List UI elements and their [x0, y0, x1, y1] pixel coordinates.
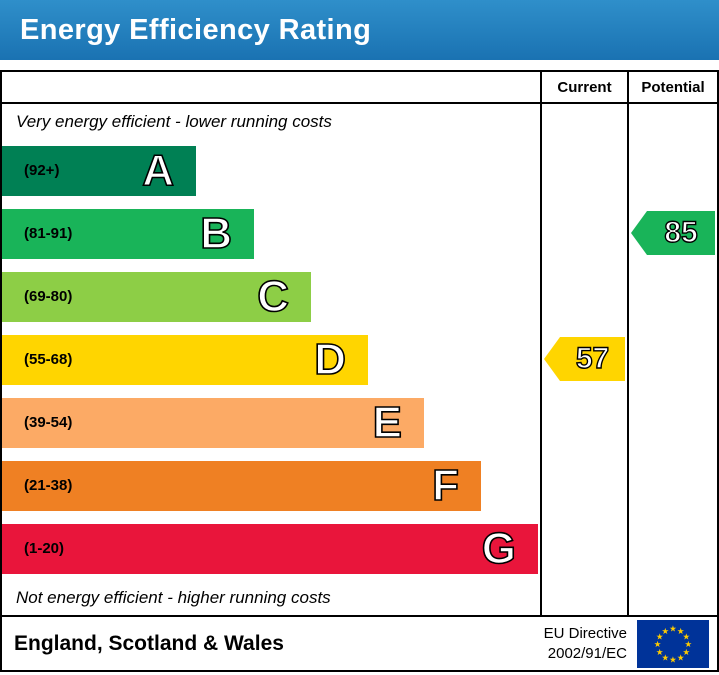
footer: England, Scotland & Wales EU Directive 2… [2, 615, 717, 670]
band-letter-label: G [481, 523, 517, 573]
potential-rating-pointer: 85 [631, 211, 715, 255]
band-row-a: (92+) A [2, 139, 717, 202]
band-letter-label: C [256, 271, 289, 321]
band-letter-label: B [199, 208, 232, 258]
band-range-label: (55-68) [24, 351, 73, 368]
header-spacer [2, 72, 540, 102]
svg-text:★: ★ [661, 652, 669, 662]
band-range-label: (69-80) [24, 288, 73, 305]
svg-text:★: ★ [682, 631, 690, 641]
band-bar-g: (1-20) G [2, 523, 538, 574]
eu-directive-line1: EU Directive [543, 625, 627, 642]
page-title: Energy Efficiency Rating [20, 13, 372, 46]
svg-text:★: ★ [654, 639, 662, 649]
region-label: England, Scotland & Wales [14, 631, 284, 655]
svg-text:★: ★ [669, 623, 677, 633]
band-range-label: (39-54) [24, 414, 73, 431]
band-bar-a: (92+) A [2, 145, 196, 196]
band-row-g: (1-20) G [2, 517, 717, 580]
eu-flag-icon: ★ ★★★★★★★★★★★ [637, 619, 709, 668]
bottom-note: Not energy efficient - higher running co… [16, 587, 331, 607]
top-note: Very energy efficient - lower running co… [16, 111, 332, 131]
band-range-label: (81-91) [24, 225, 73, 242]
band-letter-label: D [313, 334, 346, 384]
current-rating-value: 57 [575, 341, 610, 375]
svg-text:★: ★ [669, 654, 677, 664]
band-letter-label: E [372, 397, 403, 447]
current-column-header: Current [540, 72, 627, 102]
current-column-divider [540, 104, 542, 615]
eu-flag-field [637, 619, 709, 668]
potential-rating-value: 85 [664, 215, 699, 249]
band-bar-b: (81-91) B [2, 208, 254, 259]
band-letter-label: A [141, 145, 174, 195]
svg-text:★: ★ [656, 646, 664, 656]
band-row-b: (81-91) B [2, 202, 717, 265]
band-letter-label: F [431, 460, 459, 510]
svg-text:★: ★ [661, 625, 669, 635]
band-range-label: (92+) [24, 162, 60, 179]
band-bar-d: (55-68) D [2, 334, 368, 385]
eu-directive-label: EU Directive 2002/91/EC [544, 624, 627, 663]
svg-text:★: ★ [677, 652, 685, 662]
band-row-c: (69-80) C [2, 265, 717, 328]
potential-column-header: Potential [627, 72, 717, 102]
eu-directive-line2: 2002/91/EC [547, 644, 627, 662]
title-bar: Energy Efficiency Rating [0, 0, 719, 60]
band-row-f: (21-38) F [2, 454, 717, 517]
svg-text:★: ★ [684, 639, 692, 649]
rating-panel: Current Potential Very energy efficient … [0, 70, 719, 672]
band-row-e: (39-54) E [2, 391, 717, 454]
band-bar-f: (21-38) F [2, 460, 481, 511]
eu-flag-stars: ★ ★★★★★★★★★★★ [654, 623, 693, 664]
band-bar-e: (39-54) E [2, 397, 424, 448]
footer-right: EU Directive 2002/91/EC ★ ★ ★ ★ ★ ★ ★ ★ ★ ★ ★ ★ [544, 619, 709, 668]
current-rating-pointer: 57 [544, 337, 625, 381]
svg-text:★: ★ [677, 625, 685, 635]
svg-text:★: ★ [656, 631, 664, 641]
band-row-d: (55-68) D [2, 328, 717, 391]
bands: (92+) A (81-91) B (69-80) C (55-68) D (39-54) E (2… [2, 139, 717, 580]
potential-column-divider [627, 104, 629, 615]
band-bar-c: (69-80) C [2, 271, 311, 322]
chart-body: Very energy efficient - lower running co… [2, 104, 717, 615]
chart-header: Current Potential [2, 72, 717, 104]
band-range-label: (21-38) [24, 477, 73, 494]
band-range-label: (1-20) [24, 540, 65, 557]
svg-text:★: ★ [682, 646, 690, 656]
